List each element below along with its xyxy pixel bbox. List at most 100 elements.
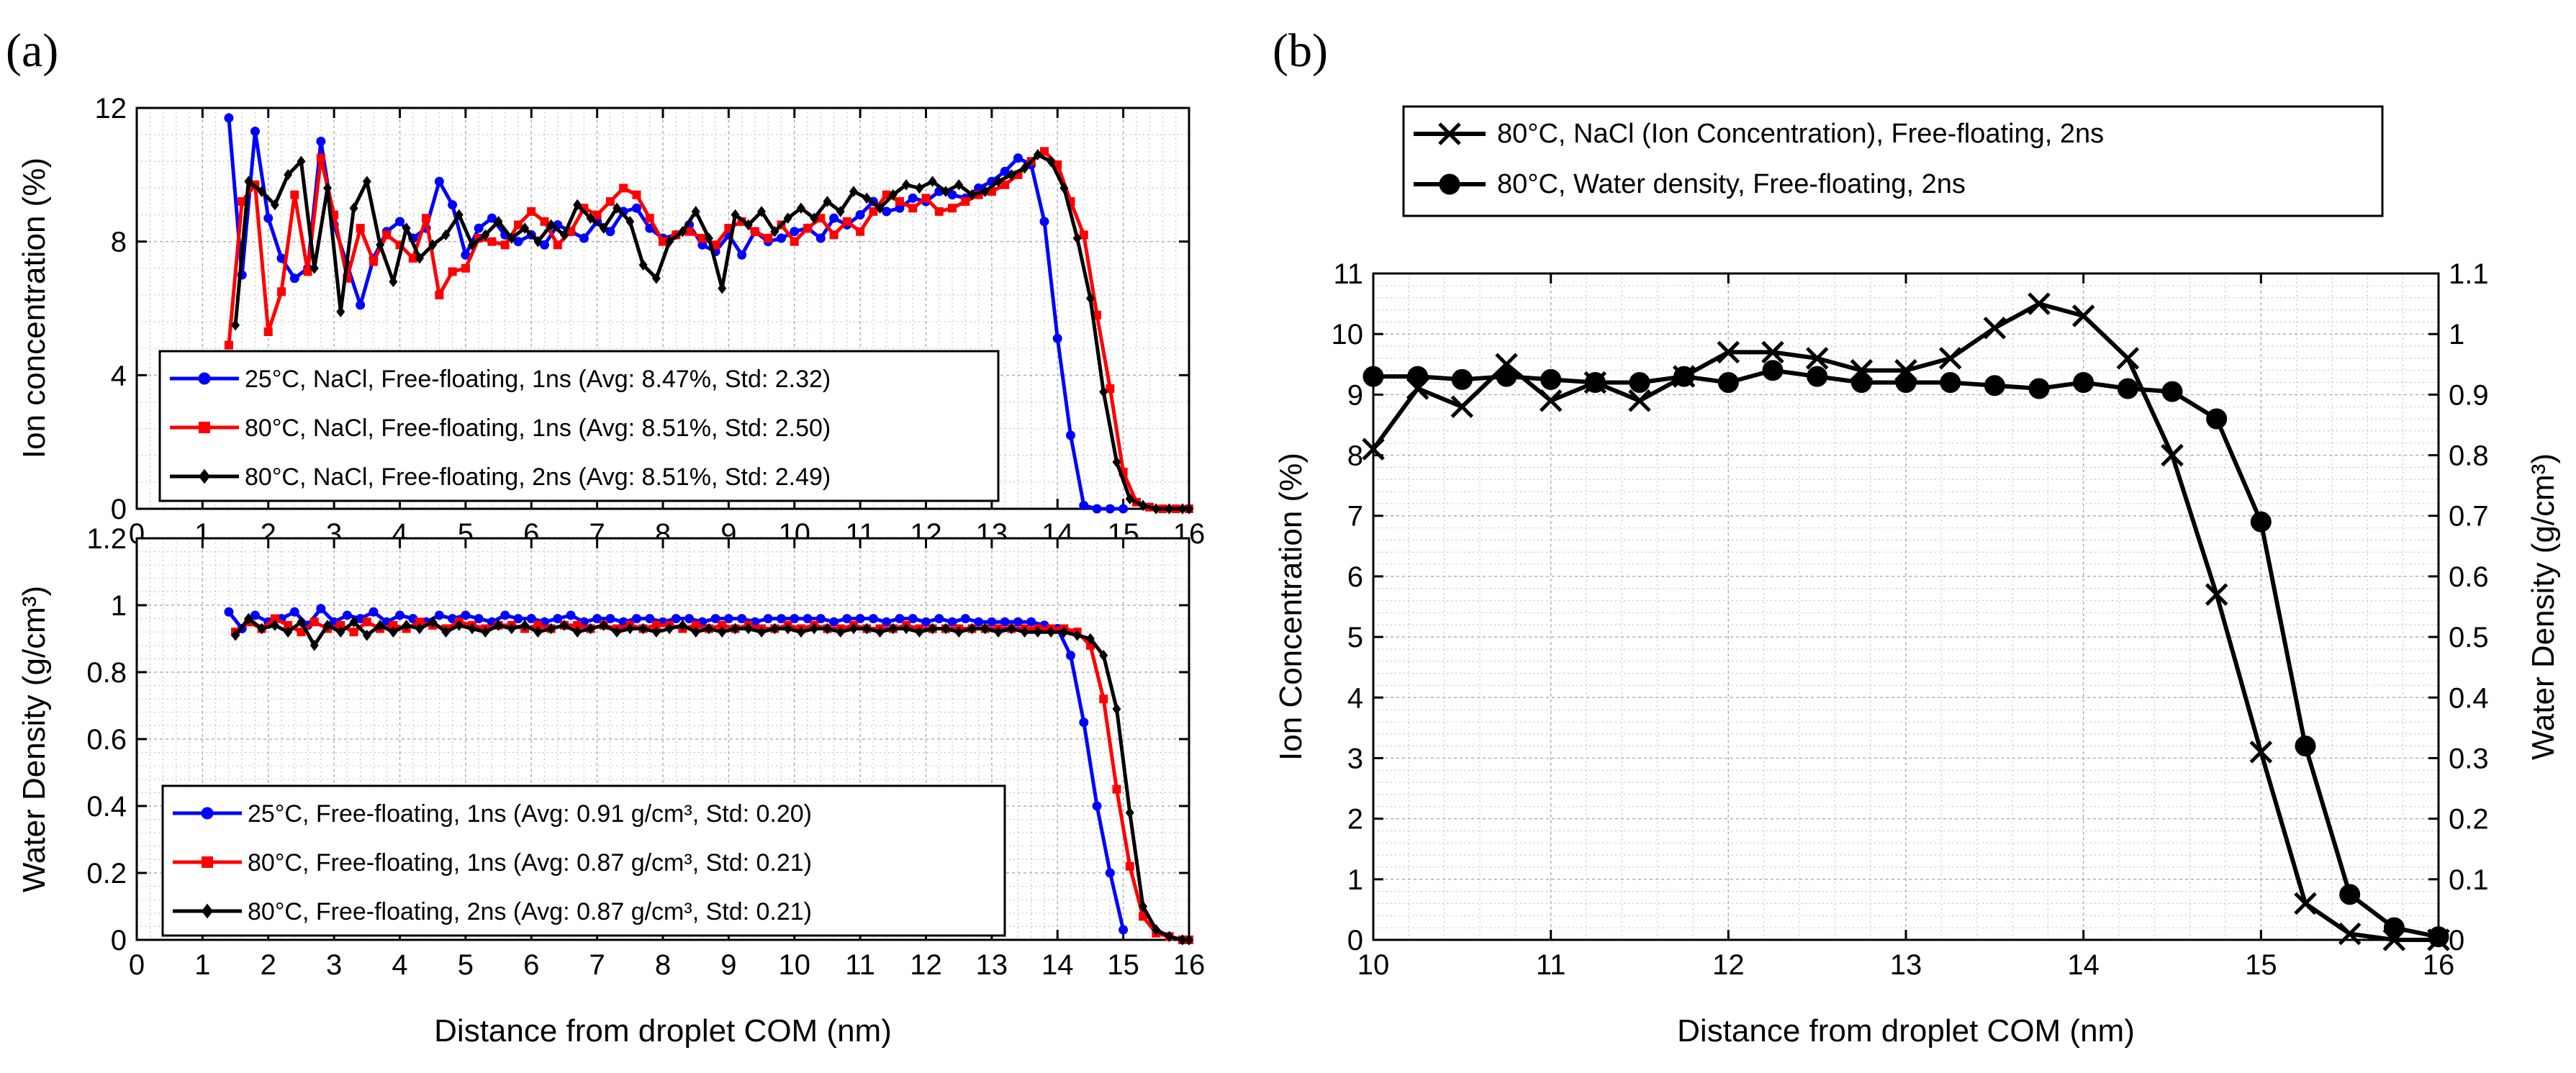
y-tick-label: 4 bbox=[111, 360, 127, 391]
x-tick-label: 6 bbox=[523, 949, 539, 981]
x-tick-label: 12 bbox=[1712, 949, 1745, 981]
data-point bbox=[803, 224, 813, 233]
y-tick-label: 11 bbox=[1333, 258, 1363, 290]
data-point bbox=[882, 207, 892, 217]
y-right-tick-label: 0 bbox=[2449, 925, 2464, 956]
data-point bbox=[362, 176, 371, 187]
legend-marker bbox=[201, 807, 214, 820]
data-point bbox=[500, 610, 510, 620]
data-point bbox=[316, 153, 325, 163]
x-tick-label: 11 bbox=[1536, 949, 1566, 981]
data-point bbox=[454, 620, 464, 631]
data-point bbox=[1762, 360, 1784, 381]
data-point bbox=[2428, 926, 2449, 948]
data-point bbox=[1106, 384, 1115, 393]
series-1 bbox=[1362, 360, 2449, 948]
legend: 80°C, NaCl (Ion Concentration), Free-flo… bbox=[1402, 105, 2384, 217]
data-point bbox=[665, 622, 674, 635]
data-point bbox=[1112, 703, 1121, 715]
legend-entry-label: 80°C, Water density, Free-floating, 2ns bbox=[1497, 169, 1966, 199]
data-point bbox=[1628, 389, 1651, 412]
data-point bbox=[855, 210, 865, 220]
data-point bbox=[882, 617, 892, 627]
data-point bbox=[710, 614, 720, 624]
data-point bbox=[2116, 347, 2140, 370]
data-point bbox=[737, 614, 747, 624]
data-point bbox=[803, 614, 813, 624]
data-point bbox=[2205, 583, 2228, 606]
y-axis-label-right: Water Density (g/cm³) bbox=[2526, 453, 2561, 760]
data-point bbox=[494, 620, 503, 631]
data-point bbox=[980, 186, 990, 197]
data-point bbox=[718, 626, 727, 638]
data-point bbox=[625, 216, 635, 227]
data-point bbox=[1092, 504, 1102, 514]
data-point bbox=[974, 617, 984, 627]
data-point bbox=[224, 340, 233, 350]
data-point bbox=[238, 196, 247, 206]
data-point bbox=[289, 607, 299, 617]
data-point bbox=[1105, 868, 1115, 878]
data-point bbox=[1895, 372, 1917, 394]
legend-entry-label: 80°C, NaCl, Free-floating, 1ns (Avg: 8.5… bbox=[245, 415, 831, 442]
data-point bbox=[645, 214, 654, 223]
data-point bbox=[862, 622, 872, 635]
data-point bbox=[711, 240, 720, 250]
data-point bbox=[244, 176, 253, 187]
data-point bbox=[947, 190, 957, 200]
data-point bbox=[915, 626, 924, 638]
data-point bbox=[1013, 153, 1023, 163]
data-point bbox=[376, 620, 385, 631]
data-point bbox=[915, 182, 924, 194]
legend: 25°C, NaCl, Free-floating, 1ns (Avg: 8.4… bbox=[158, 350, 1000, 502]
data-point bbox=[645, 614, 655, 624]
data-point bbox=[454, 209, 464, 221]
data-point bbox=[342, 610, 352, 620]
data-point bbox=[526, 614, 536, 624]
data-point bbox=[448, 200, 458, 210]
data-point bbox=[731, 622, 740, 635]
data-point bbox=[2028, 292, 2051, 315]
data-point bbox=[960, 614, 970, 624]
data-point bbox=[1099, 694, 1108, 704]
data-point bbox=[284, 626, 293, 638]
data-point bbox=[2161, 443, 2184, 467]
data-point bbox=[316, 604, 326, 614]
y-tick-label: 4 bbox=[1347, 682, 1363, 714]
data-point bbox=[415, 622, 424, 635]
data-point bbox=[1850, 372, 1872, 394]
data-point bbox=[829, 213, 839, 223]
x-tick-label: 10 bbox=[1357, 949, 1390, 981]
data-point bbox=[1013, 617, 1023, 627]
data-point bbox=[2073, 372, 2094, 394]
x-tick-label: 1 bbox=[194, 949, 210, 981]
data-point bbox=[856, 227, 865, 236]
data-point bbox=[631, 203, 641, 213]
data-point bbox=[908, 614, 918, 624]
x-tick-label: 0 bbox=[129, 949, 145, 981]
data-point bbox=[435, 290, 444, 299]
x-tick-label: 16 bbox=[1173, 949, 1206, 981]
data-point bbox=[790, 227, 800, 237]
data-point bbox=[487, 213, 497, 223]
data-point bbox=[684, 614, 695, 624]
data-point bbox=[994, 626, 1003, 638]
y-tick-label: 8 bbox=[1347, 440, 1363, 472]
data-point bbox=[527, 207, 536, 216]
data-point bbox=[678, 620, 687, 631]
data-point bbox=[422, 214, 431, 223]
data-point bbox=[1047, 626, 1056, 638]
data-point bbox=[2250, 511, 2272, 533]
data-point bbox=[823, 622, 832, 635]
data-point bbox=[2117, 378, 2138, 399]
data-point bbox=[783, 212, 792, 224]
legend-marker bbox=[1439, 173, 1460, 195]
data-point bbox=[638, 259, 648, 271]
data-point bbox=[349, 628, 358, 637]
data-point bbox=[546, 219, 556, 231]
data-point bbox=[1125, 861, 1134, 871]
data-point bbox=[625, 622, 635, 635]
data-point bbox=[1007, 169, 1016, 181]
data-point bbox=[908, 193, 918, 203]
data-point bbox=[613, 202, 622, 214]
